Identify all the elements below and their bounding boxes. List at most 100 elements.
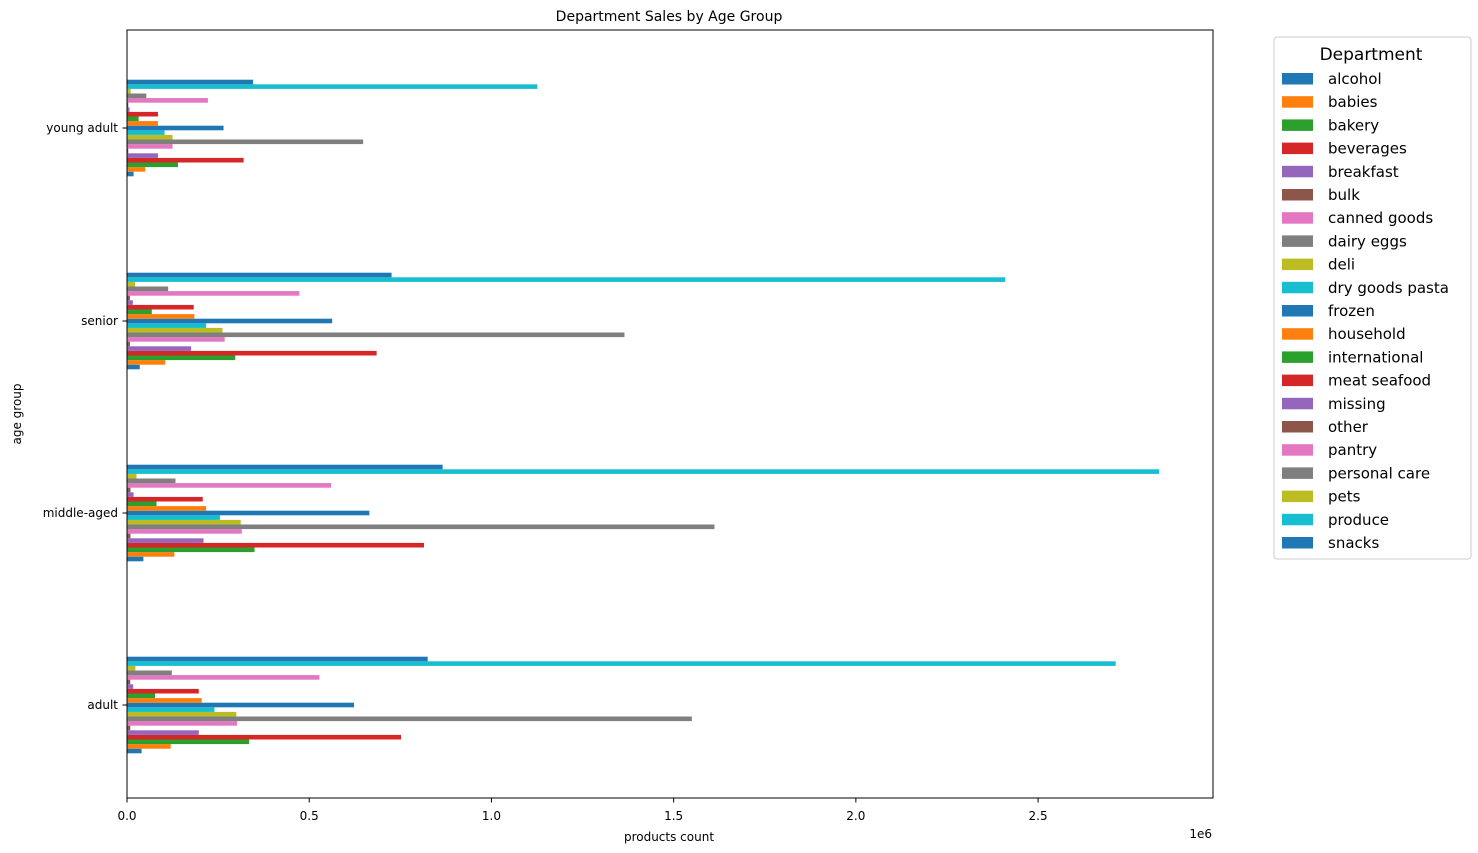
bar-adult-pets bbox=[127, 665, 136, 671]
legend-swatch-dry-goods-pasta bbox=[1282, 281, 1313, 294]
bar-senior-pantry bbox=[127, 291, 300, 296]
x-tick-label: 2.5 bbox=[1029, 809, 1048, 823]
bar-young-adult-babies bbox=[127, 167, 146, 172]
bar-young-adult-bakery bbox=[127, 162, 179, 168]
legend-label-produce: produce bbox=[1328, 511, 1389, 529]
bar-senior-bakery bbox=[127, 355, 236, 361]
y-tick-label-middle-aged: middle-aged bbox=[43, 506, 118, 520]
bar-adult-dry-goods-pasta bbox=[127, 707, 215, 712]
plot-area bbox=[126, 29, 1214, 799]
legend-label-personal-care: personal care bbox=[1328, 464, 1430, 482]
bar-adult-missing bbox=[127, 684, 134, 689]
bar-middle-aged-babies bbox=[127, 552, 175, 557]
bar-senior-produce bbox=[127, 277, 1006, 282]
bar-adult-international bbox=[127, 693, 156, 699]
bar-adult-bakery bbox=[127, 739, 250, 745]
legend-label-snacks: snacks bbox=[1328, 534, 1379, 552]
bar-senior-meat-seafood bbox=[127, 304, 194, 310]
bar-senior-babies bbox=[127, 360, 166, 365]
bar-adult-pantry bbox=[127, 675, 320, 680]
x-tick-label: 2.0 bbox=[846, 809, 865, 823]
bar-middle-aged-deli bbox=[127, 519, 241, 525]
bar-adult-dairy-eggs bbox=[127, 716, 692, 722]
bar-young-adult-frozen bbox=[127, 125, 224, 131]
bar-middle-aged-dry-goods-pasta bbox=[127, 515, 220, 520]
bar-middle-aged-pets bbox=[127, 473, 137, 479]
legend-swatch-pantry bbox=[1282, 444, 1313, 456]
legend-label-dry-goods-pasta: dry goods pasta bbox=[1328, 279, 1449, 297]
x-tick-label: 1.5 bbox=[664, 809, 683, 823]
bar-senior-international bbox=[127, 309, 152, 315]
bar-middle-aged-household bbox=[127, 506, 207, 511]
legend-label-international: international bbox=[1328, 348, 1423, 366]
legend-label-pets: pets bbox=[1328, 488, 1361, 506]
legend-swatch-babies bbox=[1282, 96, 1313, 108]
bar-middle-aged-beverages bbox=[127, 542, 425, 548]
y-axis-label: age group bbox=[10, 383, 24, 444]
x-tick-label: 0.0 bbox=[117, 809, 136, 823]
legend-label-missing: missing bbox=[1328, 395, 1386, 413]
bar-middle-aged-international bbox=[127, 501, 157, 507]
legend-items: alcohol babies bakery beverages breakfast bul… bbox=[1282, 70, 1449, 552]
bar-senior-pets bbox=[127, 281, 136, 287]
bar-young-adult-alcohol bbox=[127, 171, 134, 177]
y-tick-label-adult: adult bbox=[87, 698, 118, 712]
legend-swatch-beverages bbox=[1282, 142, 1313, 155]
x-axis: 0.0 0.5 1.0 1.5 2.0 2.5 bbox=[117, 798, 1048, 823]
legend-label-other: other bbox=[1328, 418, 1369, 436]
legend-label-deli: deli bbox=[1328, 256, 1355, 274]
legend-swatch-international bbox=[1282, 351, 1313, 363]
bar-senior-alcohol bbox=[127, 364, 140, 370]
legend-swatch-snacks bbox=[1282, 537, 1313, 549]
bar-young-adult-international bbox=[127, 116, 139, 122]
bar-middle-aged-meat-seafood bbox=[127, 496, 203, 502]
legend-swatch-breakfast bbox=[1282, 165, 1313, 178]
bar-adult-produce bbox=[127, 661, 1116, 666]
bar-middle-aged-dairy-eggs bbox=[127, 524, 715, 530]
bar-senior-breakfast bbox=[127, 346, 192, 351]
legend-swatch-deli bbox=[1282, 258, 1313, 271]
y-tick-label-young-adult: young adult bbox=[46, 121, 118, 135]
bar-middle-aged-snacks bbox=[127, 464, 443, 470]
legend-swatch-frozen bbox=[1282, 305, 1313, 317]
bar-middle-aged-canned-goods bbox=[127, 529, 242, 534]
legend-label-dairy-eggs: dairy eggs bbox=[1328, 232, 1407, 250]
legend-label-alcohol: alcohol bbox=[1328, 70, 1382, 88]
legend-swatch-dairy-eggs bbox=[1282, 235, 1313, 247]
legend-swatch-meat-seafood bbox=[1282, 374, 1313, 387]
bar-middle-aged-alcohol bbox=[127, 556, 144, 562]
legend-label-bulk: bulk bbox=[1328, 186, 1360, 204]
bar-adult-other bbox=[127, 679, 131, 685]
bar-senior-deli bbox=[127, 327, 223, 333]
bar-adult-household bbox=[127, 698, 202, 703]
bar-senior-missing bbox=[127, 300, 133, 305]
bar-senior-canned-goods bbox=[127, 337, 225, 342]
bar-middle-aged-frozen bbox=[127, 510, 370, 516]
legend-swatch-alcohol bbox=[1282, 73, 1313, 85]
bar-senior-bulk bbox=[127, 341, 130, 347]
bar-young-adult-dairy-eggs bbox=[127, 139, 364, 145]
bar-adult-breakfast bbox=[127, 730, 199, 735]
bar-adult-deli bbox=[127, 711, 237, 717]
legend-label-babies: babies bbox=[1328, 93, 1378, 111]
bar-young-adult-missing bbox=[127, 107, 130, 112]
x-axis-label: products count bbox=[624, 830, 714, 844]
bar-adult-beverages bbox=[127, 734, 402, 740]
y-tick-label-senior: senior bbox=[81, 314, 118, 328]
x-tick-label: 0.5 bbox=[300, 809, 319, 823]
bar-adult-babies bbox=[127, 744, 171, 749]
bar-senior-frozen bbox=[127, 318, 333, 324]
bar-adult-canned-goods bbox=[127, 721, 238, 726]
bar-middle-aged-personal-care bbox=[127, 478, 176, 484]
bar-senior-household bbox=[127, 314, 195, 319]
bar-middle-aged-missing bbox=[127, 492, 134, 497]
legend-label-bakery: bakery bbox=[1328, 116, 1379, 134]
bar-young-adult-meat-seafood bbox=[127, 111, 158, 117]
bar-adult-meat-seafood bbox=[127, 688, 199, 694]
bar-senior-beverages bbox=[127, 350, 377, 356]
bar-young-adult-other bbox=[127, 102, 129, 108]
bar-young-adult-beverages bbox=[127, 157, 244, 163]
legend-swatch-pets bbox=[1282, 490, 1313, 503]
bar-middle-aged-pantry bbox=[127, 483, 332, 488]
legend-label-breakfast: breakfast bbox=[1328, 163, 1399, 181]
